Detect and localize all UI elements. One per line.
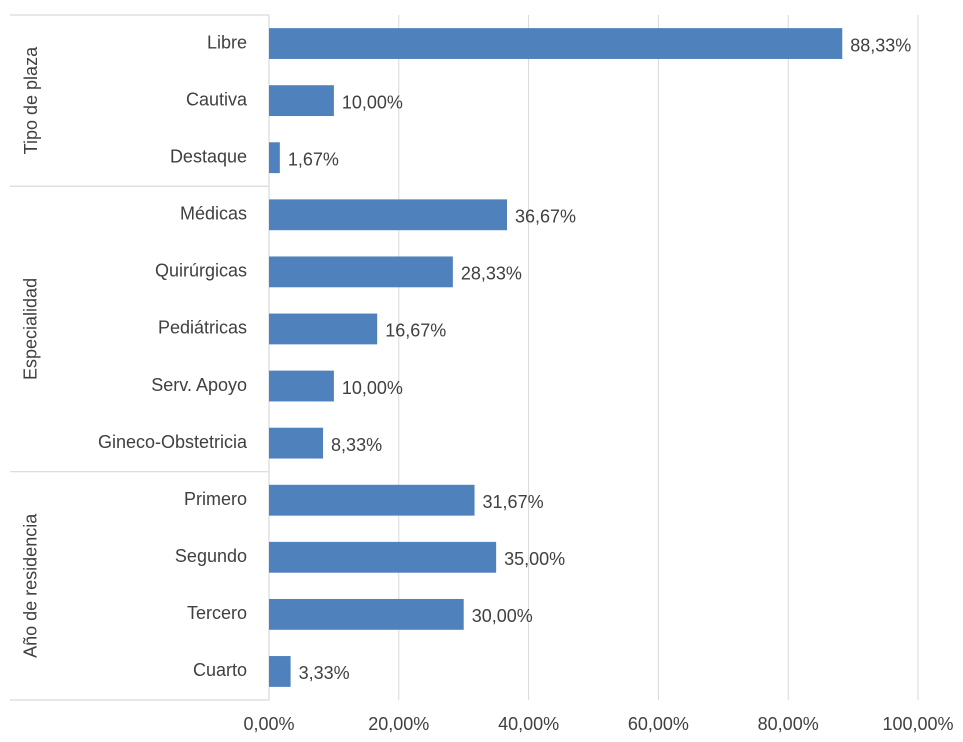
value-label: 10,00% <box>342 378 403 398</box>
group-label: Año de residencia <box>21 513 41 658</box>
y-tick-label: Tercero <box>187 603 247 623</box>
value-label: 35,00% <box>504 549 565 569</box>
value-label: 28,33% <box>461 264 522 284</box>
bar <box>269 598 464 630</box>
y-tick-label: Pediátricas <box>158 318 247 338</box>
y-tick-label: Gineco-Obstetricia <box>98 432 248 452</box>
value-label: 31,67% <box>483 492 544 512</box>
value-label: 3,33% <box>299 663 350 683</box>
group-label: Tipo de plaza <box>21 46 41 154</box>
x-tick-label: 80,00% <box>758 714 819 734</box>
value-label: 16,67% <box>385 321 446 341</box>
bar <box>269 541 497 573</box>
y-tick-label: Segundo <box>175 546 247 566</box>
x-tick-label: 60,00% <box>628 714 689 734</box>
bar <box>269 85 334 117</box>
bar <box>269 370 334 402</box>
bar <box>269 256 453 288</box>
bar <box>269 28 843 59</box>
x-tick-label: 40,00% <box>498 714 559 734</box>
y-tick-label: Primero <box>184 489 247 509</box>
y-tick-label: Cautiva <box>186 89 248 109</box>
y-tick-label: Serv. Apoyo <box>151 375 247 395</box>
bar <box>269 199 507 231</box>
bar <box>269 656 291 687</box>
y-tick-label: Cuarto <box>193 660 247 680</box>
value-label: 10,00% <box>342 92 403 112</box>
x-tick-label: 20,00% <box>368 714 429 734</box>
bar <box>269 484 475 516</box>
group-label: Especialidad <box>21 278 41 380</box>
value-label: 36,67% <box>515 207 576 227</box>
y-tick-label: Médicas <box>180 204 247 224</box>
y-tick-label: Destaque <box>170 146 247 166</box>
value-label: 88,33% <box>850 35 911 55</box>
x-tick-label: 100,00% <box>882 714 953 734</box>
bar <box>269 313 378 345</box>
value-label: 8,33% <box>331 435 382 455</box>
x-tick-label: 0,00% <box>243 714 294 734</box>
y-tick-label: Quirúrgicas <box>155 261 247 281</box>
value-label: 1,67% <box>288 149 339 169</box>
bar <box>269 142 280 174</box>
y-tick-label: Libre <box>207 32 247 52</box>
value-label: 30,00% <box>472 606 533 626</box>
bar <box>269 427 324 459</box>
